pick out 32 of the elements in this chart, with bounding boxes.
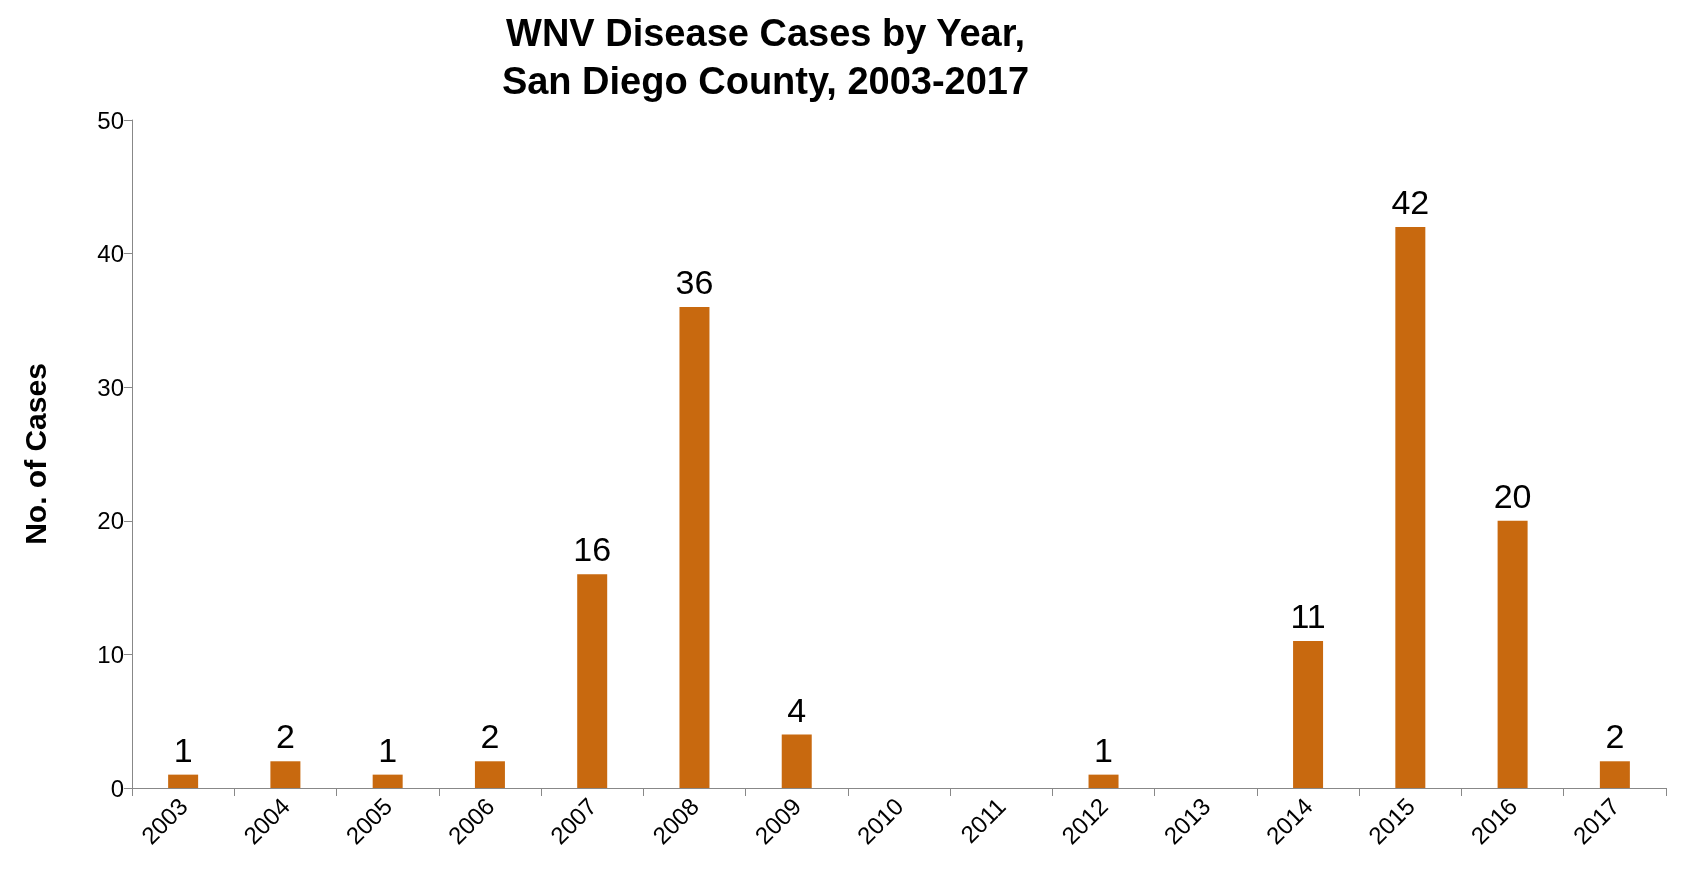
bar xyxy=(372,774,403,788)
data-label: 16 xyxy=(573,530,612,569)
y-tick-label: 50 xyxy=(97,106,124,134)
data-label: 4 xyxy=(787,690,807,729)
data-label: 1 xyxy=(1094,730,1113,769)
bar xyxy=(781,734,812,788)
bar xyxy=(1497,520,1528,788)
data-label: 2 xyxy=(1605,717,1625,756)
y-axis-title: No. of Cases xyxy=(18,363,52,545)
data-label: 20 xyxy=(1493,476,1532,515)
bar xyxy=(168,774,199,788)
bar xyxy=(474,761,505,788)
chart-title: WNV Disease Cases by Year, San Diego County, 2003-2017 xyxy=(501,12,1030,102)
data-label: 1 xyxy=(173,730,193,769)
bar xyxy=(270,761,301,788)
data-label: 42 xyxy=(1391,182,1430,221)
bar xyxy=(1293,641,1324,788)
y-tick-label: 20 xyxy=(97,507,124,535)
y-tick-label: 40 xyxy=(97,240,124,268)
bar xyxy=(1088,774,1119,788)
bar xyxy=(679,307,710,788)
y-tick-label: 10 xyxy=(97,640,124,668)
y-tick-label: 0 xyxy=(110,774,124,802)
data-label: 1 xyxy=(378,730,398,769)
data-label: 2 xyxy=(275,717,295,756)
data-label: 36 xyxy=(675,263,714,302)
bar xyxy=(577,574,608,788)
bar xyxy=(1599,761,1630,788)
y-tick-label: 30 xyxy=(97,373,124,401)
bar xyxy=(1395,226,1426,788)
data-label: 11 xyxy=(1290,597,1326,636)
data-label: 2 xyxy=(480,717,500,756)
